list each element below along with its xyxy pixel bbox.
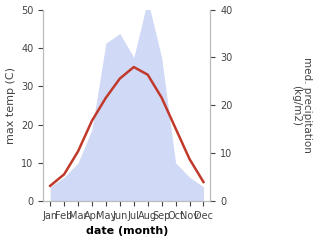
X-axis label: date (month): date (month)	[86, 227, 168, 236]
Y-axis label: max temp (C): max temp (C)	[5, 67, 16, 144]
Y-axis label: med. precipitation
(kg/m2): med. precipitation (kg/m2)	[291, 57, 313, 153]
